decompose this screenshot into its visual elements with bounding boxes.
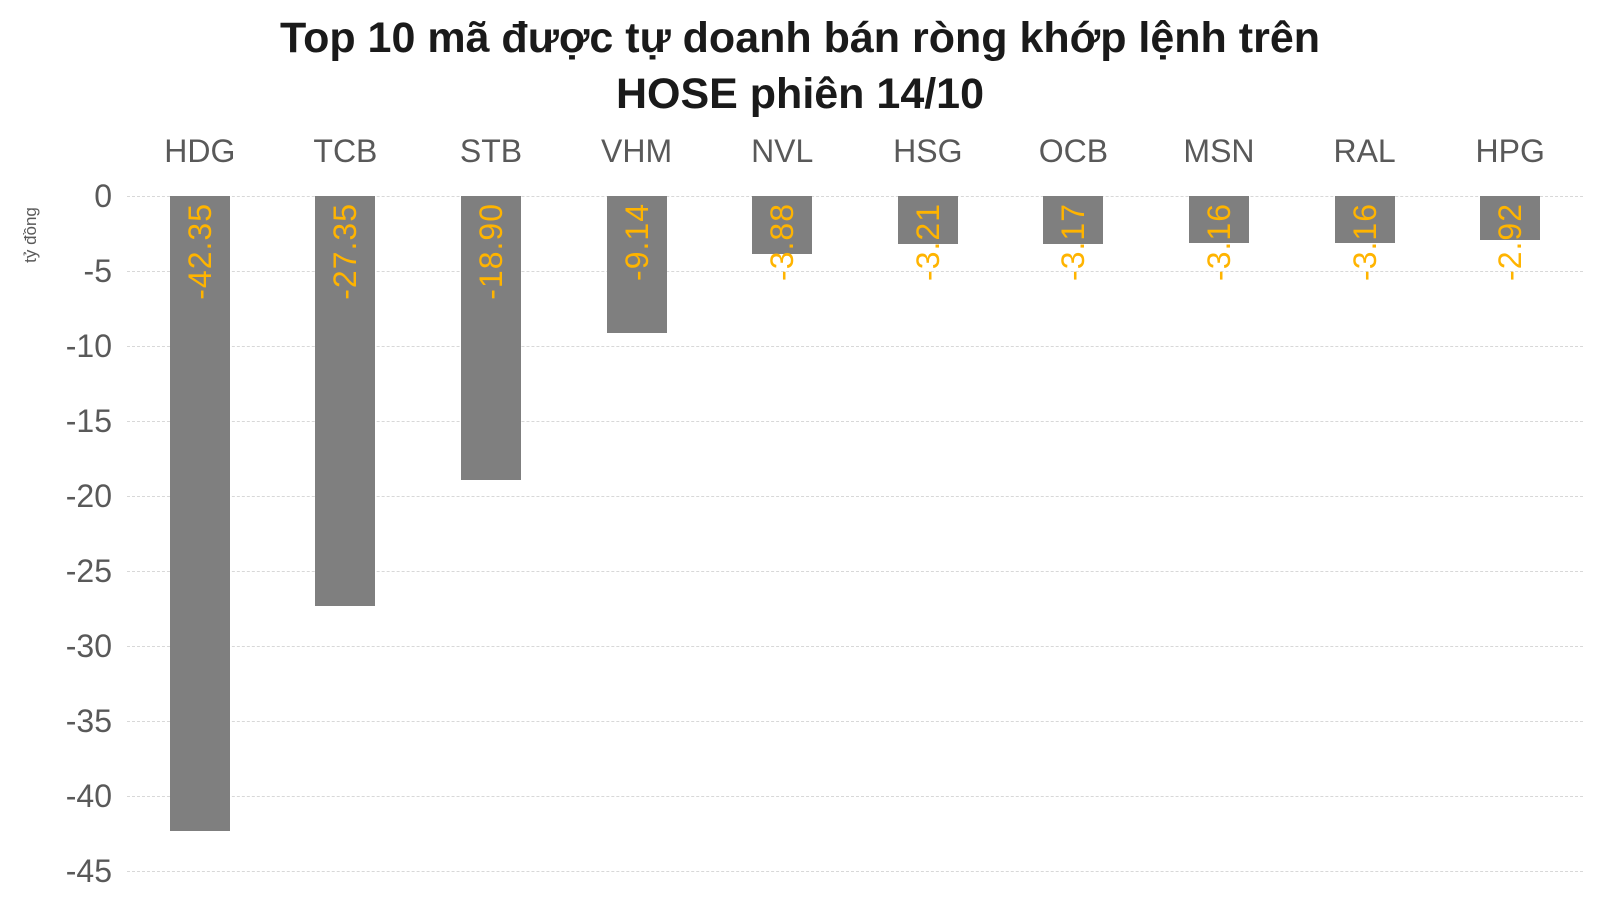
bar-value-label-STB: -18.90 <box>473 203 509 300</box>
category-label-HSG: HSG <box>893 133 963 169</box>
chart-title-line-2: HOSE phiên 14/10 <box>615 70 985 118</box>
gridline--20 <box>127 496 1583 497</box>
category-label-TCB: TCB <box>313 133 378 169</box>
category-label-RAL: RAL <box>1333 133 1396 169</box>
category-label-OCB: OCB <box>1038 133 1109 169</box>
gridline--45 <box>127 871 1583 872</box>
gridline--25 <box>127 571 1583 572</box>
gridline-0 <box>127 196 1583 197</box>
y-tick-label--15: -15 <box>65 403 112 439</box>
gridline--10 <box>127 346 1583 347</box>
y-tick-label--45: -45 <box>65 853 112 889</box>
category-label-STB: STB <box>459 133 523 169</box>
bar-value-label-TCB: -27.35 <box>327 203 364 300</box>
bar-MSN <box>1189 196 1249 244</box>
bar-NVL <box>752 196 813 255</box>
bar-OCB <box>1043 196 1104 244</box>
gridline--40 <box>127 796 1583 797</box>
bar-TCB <box>315 196 376 607</box>
category-label-VHM: VHM <box>601 133 673 169</box>
y-tick-label--30: -30 <box>65 628 112 664</box>
bar-HSG <box>897 196 958 245</box>
gridline--35 <box>127 721 1583 722</box>
y-tick-label--25: -25 <box>65 553 112 589</box>
y-tick-label--40: -40 <box>65 778 112 814</box>
bar-value-label-VHM: -9.14 <box>618 203 655 281</box>
bar-value-label-HPG: -2.92 <box>1492 203 1529 281</box>
category-label-MSN: MSN <box>1183 133 1255 169</box>
y-tick-label--20: -20 <box>65 478 112 514</box>
bar-value-label-HSG: -3.21 <box>909 203 946 281</box>
chart-title: Top 10 mã được tự doanh bán ròng khớp lệ… <box>0 10 1600 122</box>
y-tick-label--5: -5 <box>83 253 112 289</box>
bar-value-label-RAL: -3.16 <box>1346 203 1383 281</box>
bar-value-label-MSN: -3.16 <box>1201 203 1237 281</box>
chart-title-line-1: Top 10 mã được tự doanh bán ròng khớp lệ… <box>280 14 1320 62</box>
category-label-HDG: HDG <box>164 133 236 169</box>
bar-value-label-NVL: -3.88 <box>764 203 801 281</box>
category-label-HPG: HPG <box>1475 133 1545 169</box>
bar-STB <box>461 196 521 480</box>
gridline--5 <box>127 271 1583 272</box>
y-tick-label-0: 0 <box>94 178 112 214</box>
bar-HDG <box>169 196 230 832</box>
gridline--30 <box>127 646 1583 647</box>
y-tick-label--10: -10 <box>65 328 112 364</box>
bar-HPG <box>1480 196 1541 240</box>
gridline--15 <box>127 421 1583 422</box>
bar-value-label-HDG: -42.35 <box>181 203 218 300</box>
bar-value-label-OCB: -3.17 <box>1055 203 1092 281</box>
bar-VHM <box>606 196 667 334</box>
bar-RAL <box>1334 196 1395 244</box>
category-label-NVL: NVL <box>751 133 814 169</box>
y-tick-label--35: -35 <box>65 703 112 739</box>
